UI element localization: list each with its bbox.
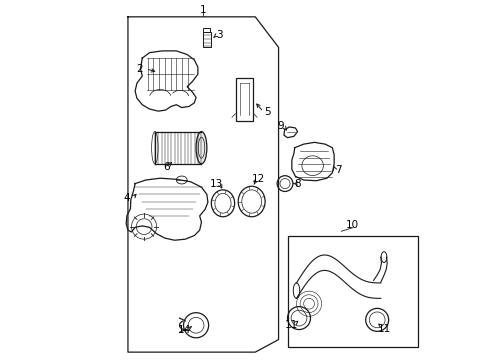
Bar	[202, 32, 211, 47]
Text: 5: 5	[264, 107, 270, 117]
Text: 7: 7	[334, 165, 341, 175]
Text: 14: 14	[178, 325, 191, 335]
Bar	[287, 235, 418, 347]
Text: 4: 4	[123, 193, 130, 203]
Bar	[203, 28, 210, 32]
Text: 10: 10	[346, 220, 359, 230]
Text: 9: 9	[277, 121, 283, 131]
Text: 8: 8	[294, 179, 300, 189]
Text: 6: 6	[163, 162, 169, 172]
Text: 12: 12	[251, 174, 264, 184]
Text: 3: 3	[216, 30, 222, 40]
Text: 2: 2	[136, 64, 143, 74]
Text: 11: 11	[377, 324, 390, 334]
Bar	[235, 78, 253, 121]
Text: 1: 1	[200, 5, 206, 15]
Text: 13: 13	[209, 179, 223, 189]
Ellipse shape	[196, 132, 206, 164]
Text: 11: 11	[284, 320, 297, 330]
